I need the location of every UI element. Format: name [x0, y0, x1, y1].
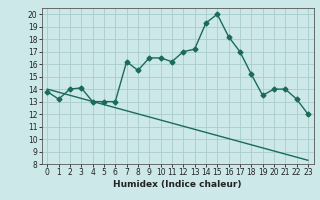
X-axis label: Humidex (Indice chaleur): Humidex (Indice chaleur) [113, 180, 242, 189]
